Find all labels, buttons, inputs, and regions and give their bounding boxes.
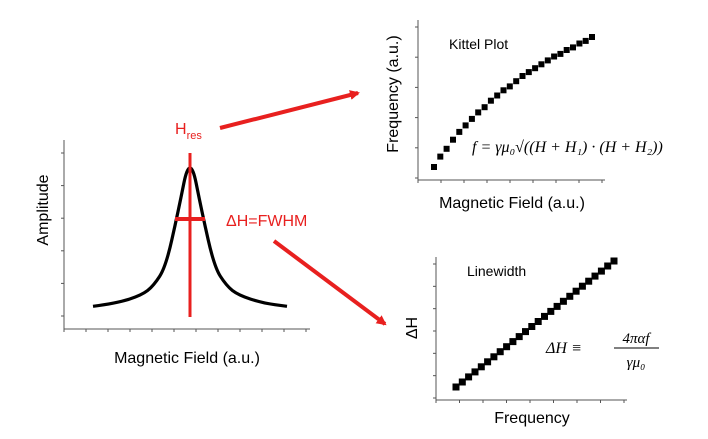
linewidth-data-point <box>509 338 517 346</box>
kittel-data-point <box>431 164 437 170</box>
linewidth-data-point <box>477 363 485 371</box>
linewidth-data-point <box>553 302 561 310</box>
kittel-data-point <box>456 128 463 135</box>
linewidth-data-point <box>604 262 612 270</box>
fwhm-label: ΔH=FWHM <box>226 213 307 230</box>
kittel-data-point <box>538 61 545 68</box>
kittel-y-ticks <box>415 26 418 179</box>
kittel-data-point <box>576 40 583 47</box>
linewidth-xlabel: Frequency <box>494 410 570 427</box>
linewidth-points <box>452 257 618 391</box>
kittel-x-ticks <box>417 180 603 183</box>
linewidth-data-point <box>490 353 498 361</box>
arrow-to-kittel <box>219 90 360 130</box>
linewidth-panel: Linewidth ΔH Frequency ΔH ≡ 4παf γμ₀ <box>404 257 659 427</box>
kittel-data-point <box>582 37 589 44</box>
linewidth-data-point <box>547 307 555 315</box>
kittel-data-point <box>506 83 513 90</box>
linewidth-data-point <box>566 292 574 300</box>
linewidth-data-point <box>496 348 504 356</box>
linewidth-data-point <box>541 312 548 320</box>
linewidth-formula-numerator: 4παf <box>622 331 651 347</box>
kittel-data-point <box>443 145 450 152</box>
arrow-to-linewidth <box>272 239 387 326</box>
resonance-panel: Amplitude Magnetic Field (a.u.) Hres ΔH=… <box>35 90 387 367</box>
resonance-ylabel: Amplitude <box>35 174 52 245</box>
linewidth-formula-denominator: γμ₀ <box>627 355 646 371</box>
linewidth-title: Linewidth <box>467 263 526 279</box>
linewidth-data-point <box>522 328 529 336</box>
resonance-x-ticks <box>63 329 307 332</box>
linewidth-data-point <box>452 383 460 391</box>
kittel-data-point <box>475 109 482 116</box>
kittel-data-point <box>462 122 469 129</box>
kittel-data-point <box>500 87 507 94</box>
kittel-title: Kittel Plot <box>449 36 508 52</box>
kittel-points <box>431 34 595 170</box>
linewidth-data-point <box>528 323 536 330</box>
linewidth-data-point <box>585 277 593 285</box>
kittel-data-point <box>487 97 494 104</box>
linewidth-data-point <box>578 282 586 290</box>
kittel-data-point <box>589 34 595 40</box>
linewidth-data-point <box>559 297 567 305</box>
linewidth-data-point <box>572 287 580 295</box>
linewidth-data-point <box>597 267 605 275</box>
linewidth-data-point <box>503 343 511 351</box>
linewidth-formula-lhs: ΔH ≡ <box>545 340 582 357</box>
kittel-data-point <box>525 69 532 76</box>
kittel-data-point <box>557 50 564 57</box>
linewidth-formula: ΔH ≡ 4παf γμ₀ <box>545 331 659 371</box>
resonance-y-ticks <box>61 152 64 317</box>
linewidth-data-point <box>471 368 479 376</box>
linewidth-x-ticks <box>435 400 625 403</box>
kittel-data-point <box>450 136 456 143</box>
kittel-formula: f = γμ₀√((H + H₁) · (H + H₂)) <box>472 139 663 156</box>
linewidth-data-point <box>610 257 618 265</box>
kittel-data-point <box>481 104 488 111</box>
linewidth-y-ticks <box>433 263 436 399</box>
resonance-xlabel: Magnetic Field (a.u.) <box>114 350 260 367</box>
kittel-data-point <box>532 65 539 72</box>
linewidth-data-point <box>591 272 599 280</box>
linewidth-data-point <box>484 358 492 366</box>
kittel-panel: Kittel Plot Frequency (a.u.) Magnetic Fi… <box>385 20 663 212</box>
kittel-data-point <box>563 47 570 53</box>
kittel-data-point <box>570 44 576 51</box>
hres-label: Hres <box>175 121 202 142</box>
linewidth-data-point <box>458 378 466 386</box>
kittel-data-point <box>519 73 526 79</box>
hres-subscript: res <box>187 130 203 142</box>
kittel-data-point <box>544 57 551 64</box>
linewidth-data-point <box>465 373 473 381</box>
linewidth-ylabel: ΔH <box>404 317 421 339</box>
linewidth-data-point <box>515 333 523 341</box>
kittel-xlabel: Magnetic Field (a.u.) <box>439 195 585 212</box>
kittel-ylabel: Frequency (a.u.) <box>385 35 402 152</box>
kittel-data-point <box>468 115 475 122</box>
kittel-data-point <box>437 153 444 160</box>
kittel-data-point <box>551 53 558 60</box>
linewidth-data-point <box>534 318 542 325</box>
kittel-data-point <box>494 92 501 99</box>
kittel-data-point <box>513 78 520 85</box>
